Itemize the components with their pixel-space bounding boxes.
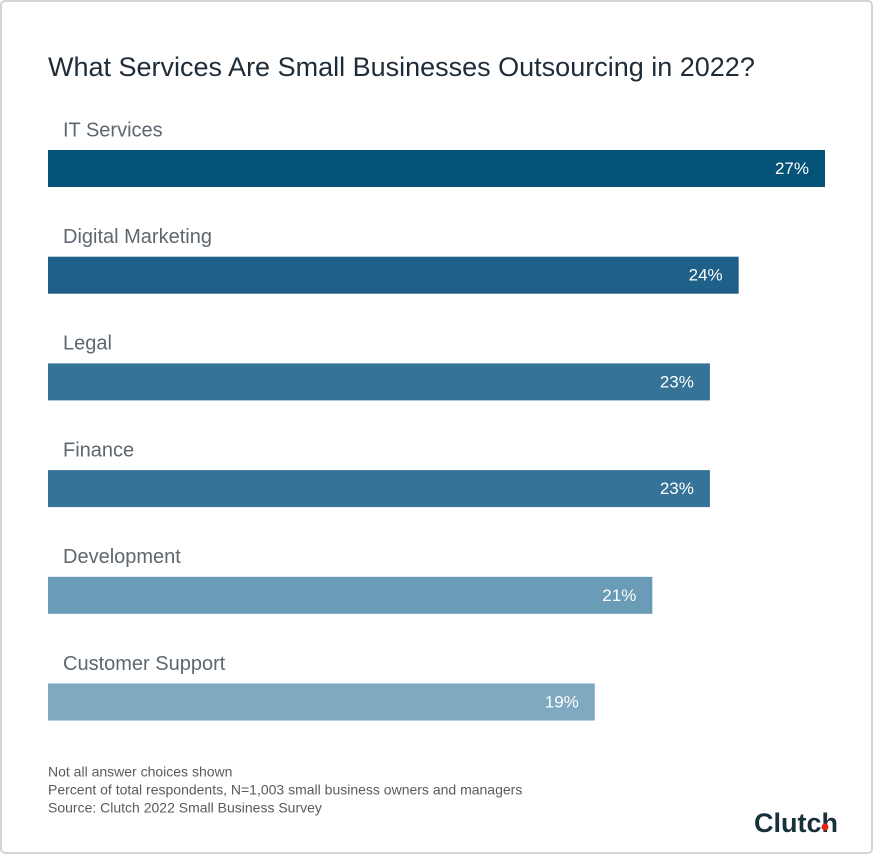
category-label: Finance [63,439,134,461]
value-label: 24% [689,266,723,285]
bar [48,470,710,508]
category-label: IT Services [63,119,163,141]
category-label: Legal [63,333,112,355]
category-label: Digital Marketing [63,226,212,248]
bar [48,363,710,401]
bar [48,576,653,614]
bar [48,150,825,187]
brand-dot [821,823,829,831]
footnote: Source: Clutch 2022 Small Business Surve… [48,800,322,816]
brand-logo: Clutch [754,808,838,838]
footnote: Percent of total respondents, N=1,003 sm… [48,782,522,798]
category-label: Customer Support [63,653,226,675]
value-label: 27% [775,159,809,178]
value-label: 19% [545,692,579,711]
value-label: 23% [660,479,694,498]
chart-title: What Services Are Small Businesses Outso… [48,52,755,82]
category-label: Development [63,546,181,568]
value-label: 23% [660,372,694,391]
value-label: 21% [602,586,636,605]
bar [48,256,739,294]
bar [48,683,595,721]
footnote: Not all answer choices shown [48,764,232,780]
